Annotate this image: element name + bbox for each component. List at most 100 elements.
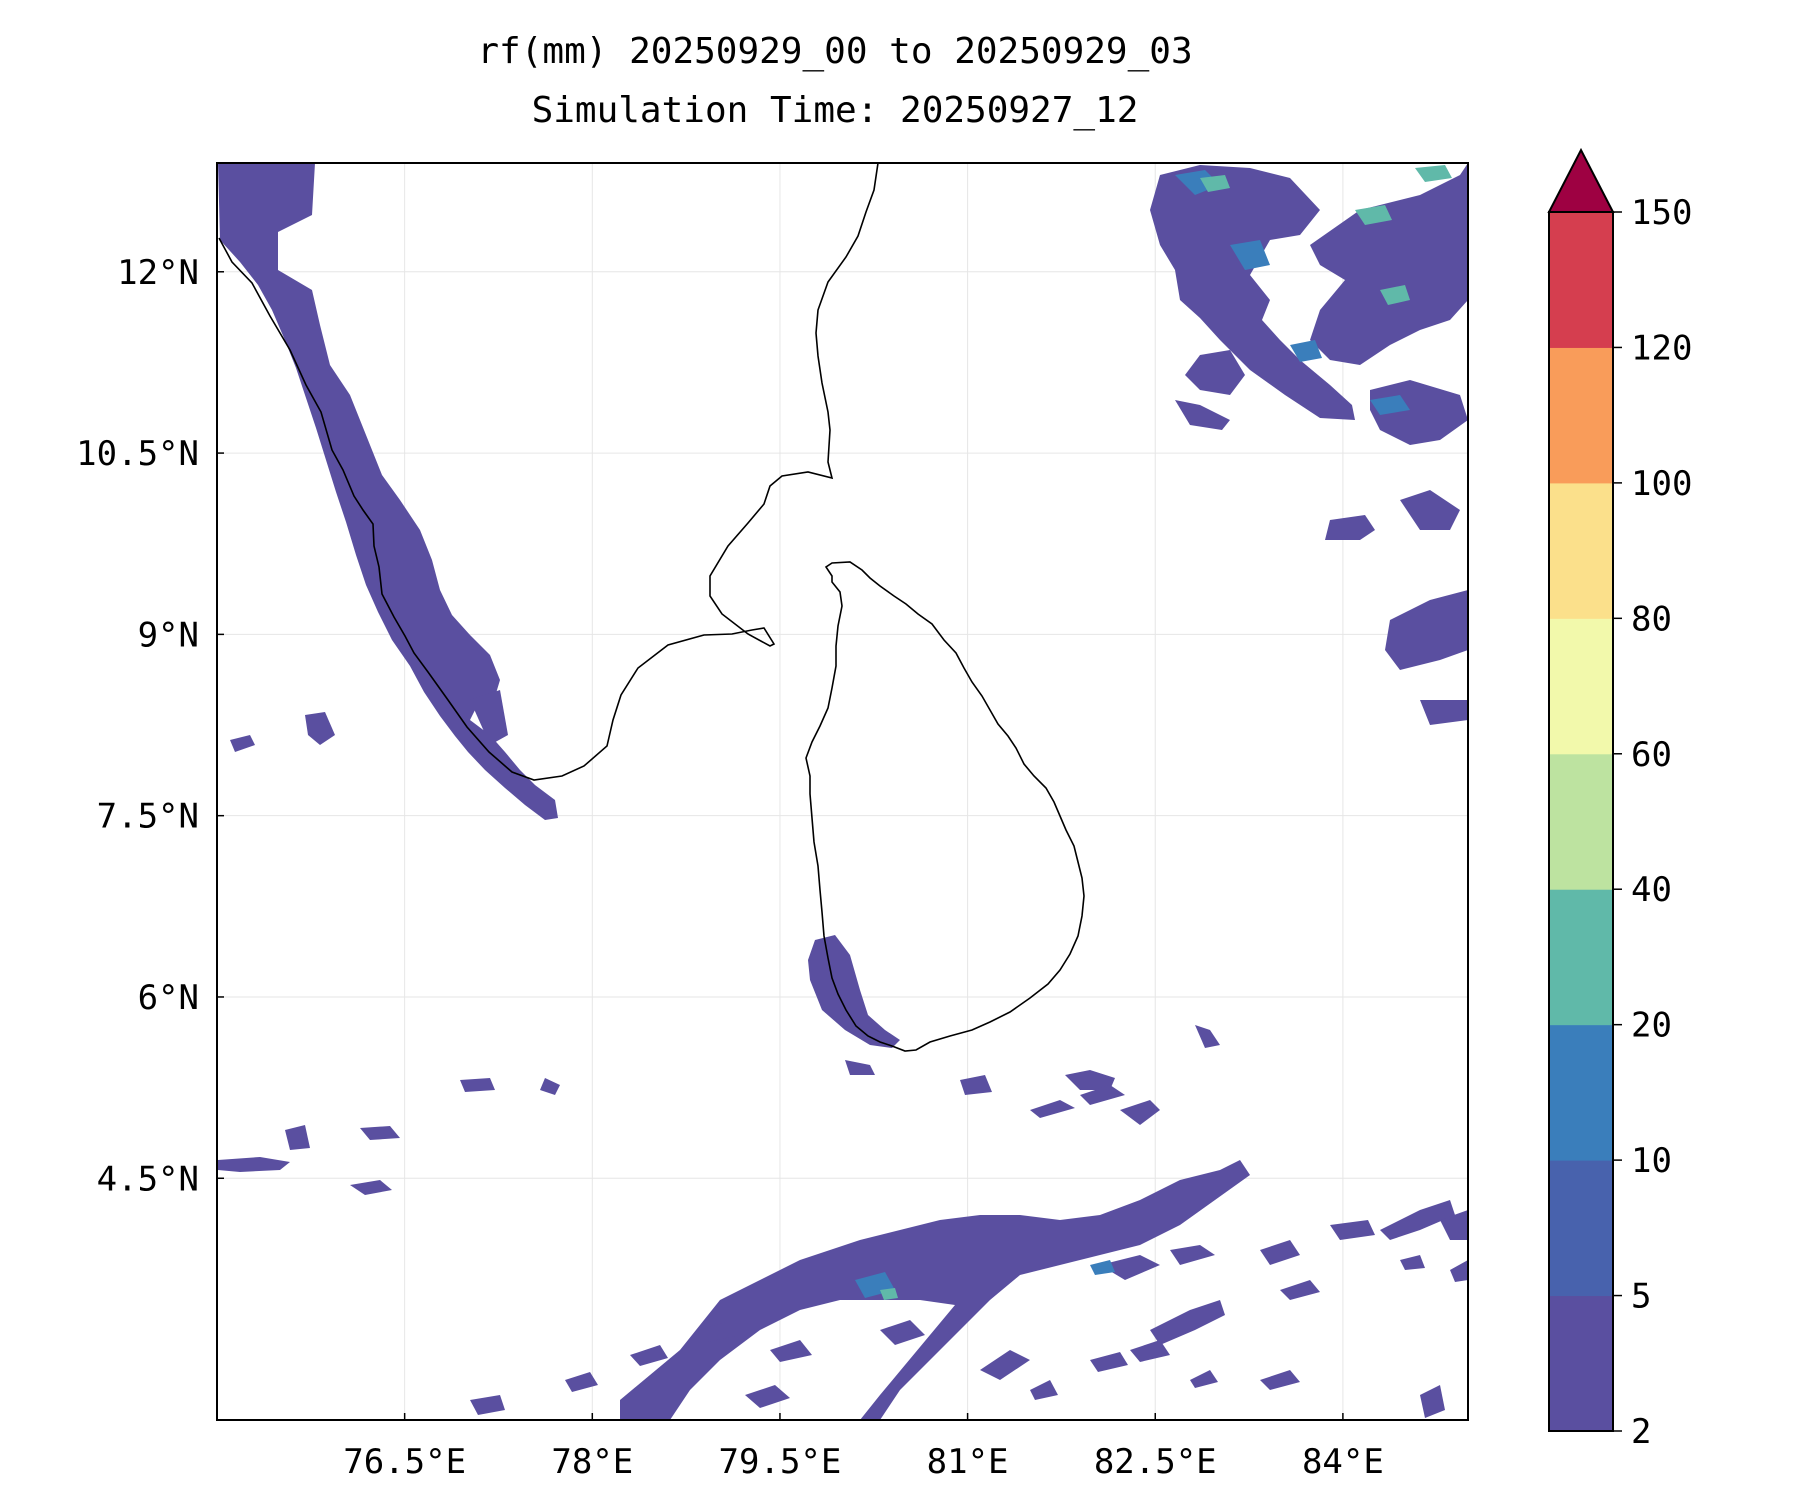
rainfall-contour xyxy=(565,1372,598,1392)
map-gridlines xyxy=(217,163,1468,1420)
rainfall-contour xyxy=(1325,515,1375,540)
rainfall-contour xyxy=(1090,1352,1128,1372)
colorbar-segment xyxy=(1549,212,1613,348)
rainfall-contour xyxy=(218,1157,290,1172)
rainfall-contour xyxy=(1190,1370,1218,1388)
colorbar-segment xyxy=(1549,1024,1613,1161)
rainfall-contour xyxy=(1130,1340,1170,1362)
rainfall-contour xyxy=(1380,1200,1455,1240)
rainfall-contour xyxy=(218,163,558,820)
title-line-1: rf(mm) 20250929_00 to 20250929_03 xyxy=(477,31,1192,72)
rainfall-contour xyxy=(980,1350,1030,1380)
colorbar-segment xyxy=(1549,753,1613,890)
lon-tick-label: 76.5°E xyxy=(343,1442,466,1482)
rainfall-contour xyxy=(1080,1085,1125,1105)
colorbar-tick-label: 10 xyxy=(1631,1141,1672,1181)
colorbar-segment xyxy=(1549,1160,1613,1297)
rainfall-contour xyxy=(1200,175,1230,192)
colorbar-extend-arrow xyxy=(1547,147,1615,213)
rainfall-contour xyxy=(1260,1240,1300,1265)
colorbar-tick-label: 5 xyxy=(1631,1277,1651,1317)
lon-tick-label: 82.5°E xyxy=(1094,1442,1217,1482)
rainfall-contour xyxy=(1170,1245,1215,1265)
rainfall-contour xyxy=(1420,1385,1445,1418)
india-coastline xyxy=(218,163,879,781)
rainfall-contour xyxy=(1355,205,1392,225)
rainfall-contour xyxy=(770,1340,812,1362)
rainfall-contour xyxy=(1030,1380,1058,1400)
colorbar-tick-label: 60 xyxy=(1631,735,1672,775)
rainfall-contour xyxy=(1230,240,1270,270)
sri-lanka-coastline xyxy=(805,561,1085,1052)
rainfall-contour xyxy=(1385,590,1468,670)
rainfall-contour xyxy=(745,1385,790,1408)
rainfall-contour xyxy=(1175,400,1230,430)
rainfall-contour xyxy=(880,1320,925,1345)
rainfall-contour xyxy=(470,1395,505,1415)
colorbar-segment xyxy=(1549,618,1613,755)
rainfall-contour xyxy=(1090,1260,1115,1275)
rainfall-contour xyxy=(808,935,900,1048)
lat-tick-label: 4.5°N xyxy=(97,1159,199,1199)
rainfall-contour xyxy=(1310,163,1468,365)
rainfall-contour xyxy=(620,1160,1250,1420)
rainfall-contour xyxy=(880,1288,898,1300)
longitude-axis: 76.5°E 78°E 79.5°E 81°E 82.5°E 84°E xyxy=(343,1413,1384,1482)
colorbar-segment xyxy=(1549,347,1613,484)
colorbar-tick-label: 2 xyxy=(1631,1412,1651,1452)
colorbar-tick-label: 40 xyxy=(1631,870,1672,910)
rainfall-contour xyxy=(1195,1025,1220,1048)
rainfall-contour xyxy=(1030,1100,1075,1118)
rainfall-contour xyxy=(1400,1255,1425,1270)
rainfall-contour xyxy=(960,1075,992,1095)
rainfall-contour xyxy=(630,1345,668,1366)
colorbar: 2 5 10 20 40 60 80 100 120 150 xyxy=(1547,147,1692,1452)
colorbar-tick-label: 20 xyxy=(1631,1006,1672,1046)
lat-tick-label: 9°N xyxy=(138,615,199,655)
rainfall-contour xyxy=(1415,165,1452,182)
colorbar-segment xyxy=(1549,1295,1613,1432)
rainfall-contour xyxy=(540,1078,560,1095)
map-panel: 76.5°E 78°E 79.5°E 81°E 82.5°E 84°E 12°N 10.5°… xyxy=(76,162,1469,1482)
rainfall-contour xyxy=(360,1126,400,1140)
colorbar-segment xyxy=(1549,889,1613,1026)
rainfall-contour xyxy=(1440,1210,1468,1240)
rainfall-contour xyxy=(1330,1220,1375,1240)
rainfall-contour xyxy=(1120,1100,1160,1125)
rainfall-contour xyxy=(1185,350,1245,395)
rainfall-contour xyxy=(1150,1300,1225,1345)
lon-tick-label: 79.5°E xyxy=(719,1442,842,1482)
rainfall-contour xyxy=(1420,700,1468,725)
colorbar-tick-label: 120 xyxy=(1631,328,1692,368)
colorbar-tick-label: 80 xyxy=(1631,599,1672,639)
rainfall-contour xyxy=(1290,340,1322,362)
map-frame xyxy=(216,162,1469,1421)
rainfall-contour xyxy=(460,1078,495,1092)
rainfall-contour xyxy=(1370,395,1410,415)
rainfall-contour xyxy=(1380,285,1410,305)
rainfall-contour xyxy=(470,690,508,745)
colorbar-segment xyxy=(1549,482,1613,619)
lon-tick-label: 84°E xyxy=(1302,1442,1384,1482)
rainfall-contour xyxy=(845,1060,875,1075)
lat-tick-label: 12°N xyxy=(117,253,199,293)
rainfall-contour xyxy=(1260,1370,1300,1390)
rainfall-contour xyxy=(1450,1260,1468,1282)
rainfall-contour xyxy=(305,712,335,745)
lat-tick-label: 6°N xyxy=(138,978,199,1018)
colorbar-frame xyxy=(1548,211,1614,1432)
lon-tick-label: 81°E xyxy=(927,1442,1009,1482)
rainfall-contour xyxy=(350,1180,392,1195)
rainfall-contour xyxy=(700,1322,735,1342)
rainfall-contour xyxy=(230,735,255,752)
lat-tick-label: 10.5°N xyxy=(76,434,199,474)
rainfall-contour xyxy=(1065,1070,1115,1090)
coastlines xyxy=(218,163,1085,1052)
colorbar-tick-label: 150 xyxy=(1631,193,1692,233)
rainfall-contour xyxy=(285,1125,310,1150)
rainfall-contour xyxy=(1100,1255,1160,1280)
rainfall-contour xyxy=(1280,1280,1320,1300)
title-line-2: Simulation Time: 20250927_12 xyxy=(532,90,1139,131)
latitude-axis: 12°N 10.5°N 9°N 7.5°N 6°N 4.5°N xyxy=(76,253,224,1199)
